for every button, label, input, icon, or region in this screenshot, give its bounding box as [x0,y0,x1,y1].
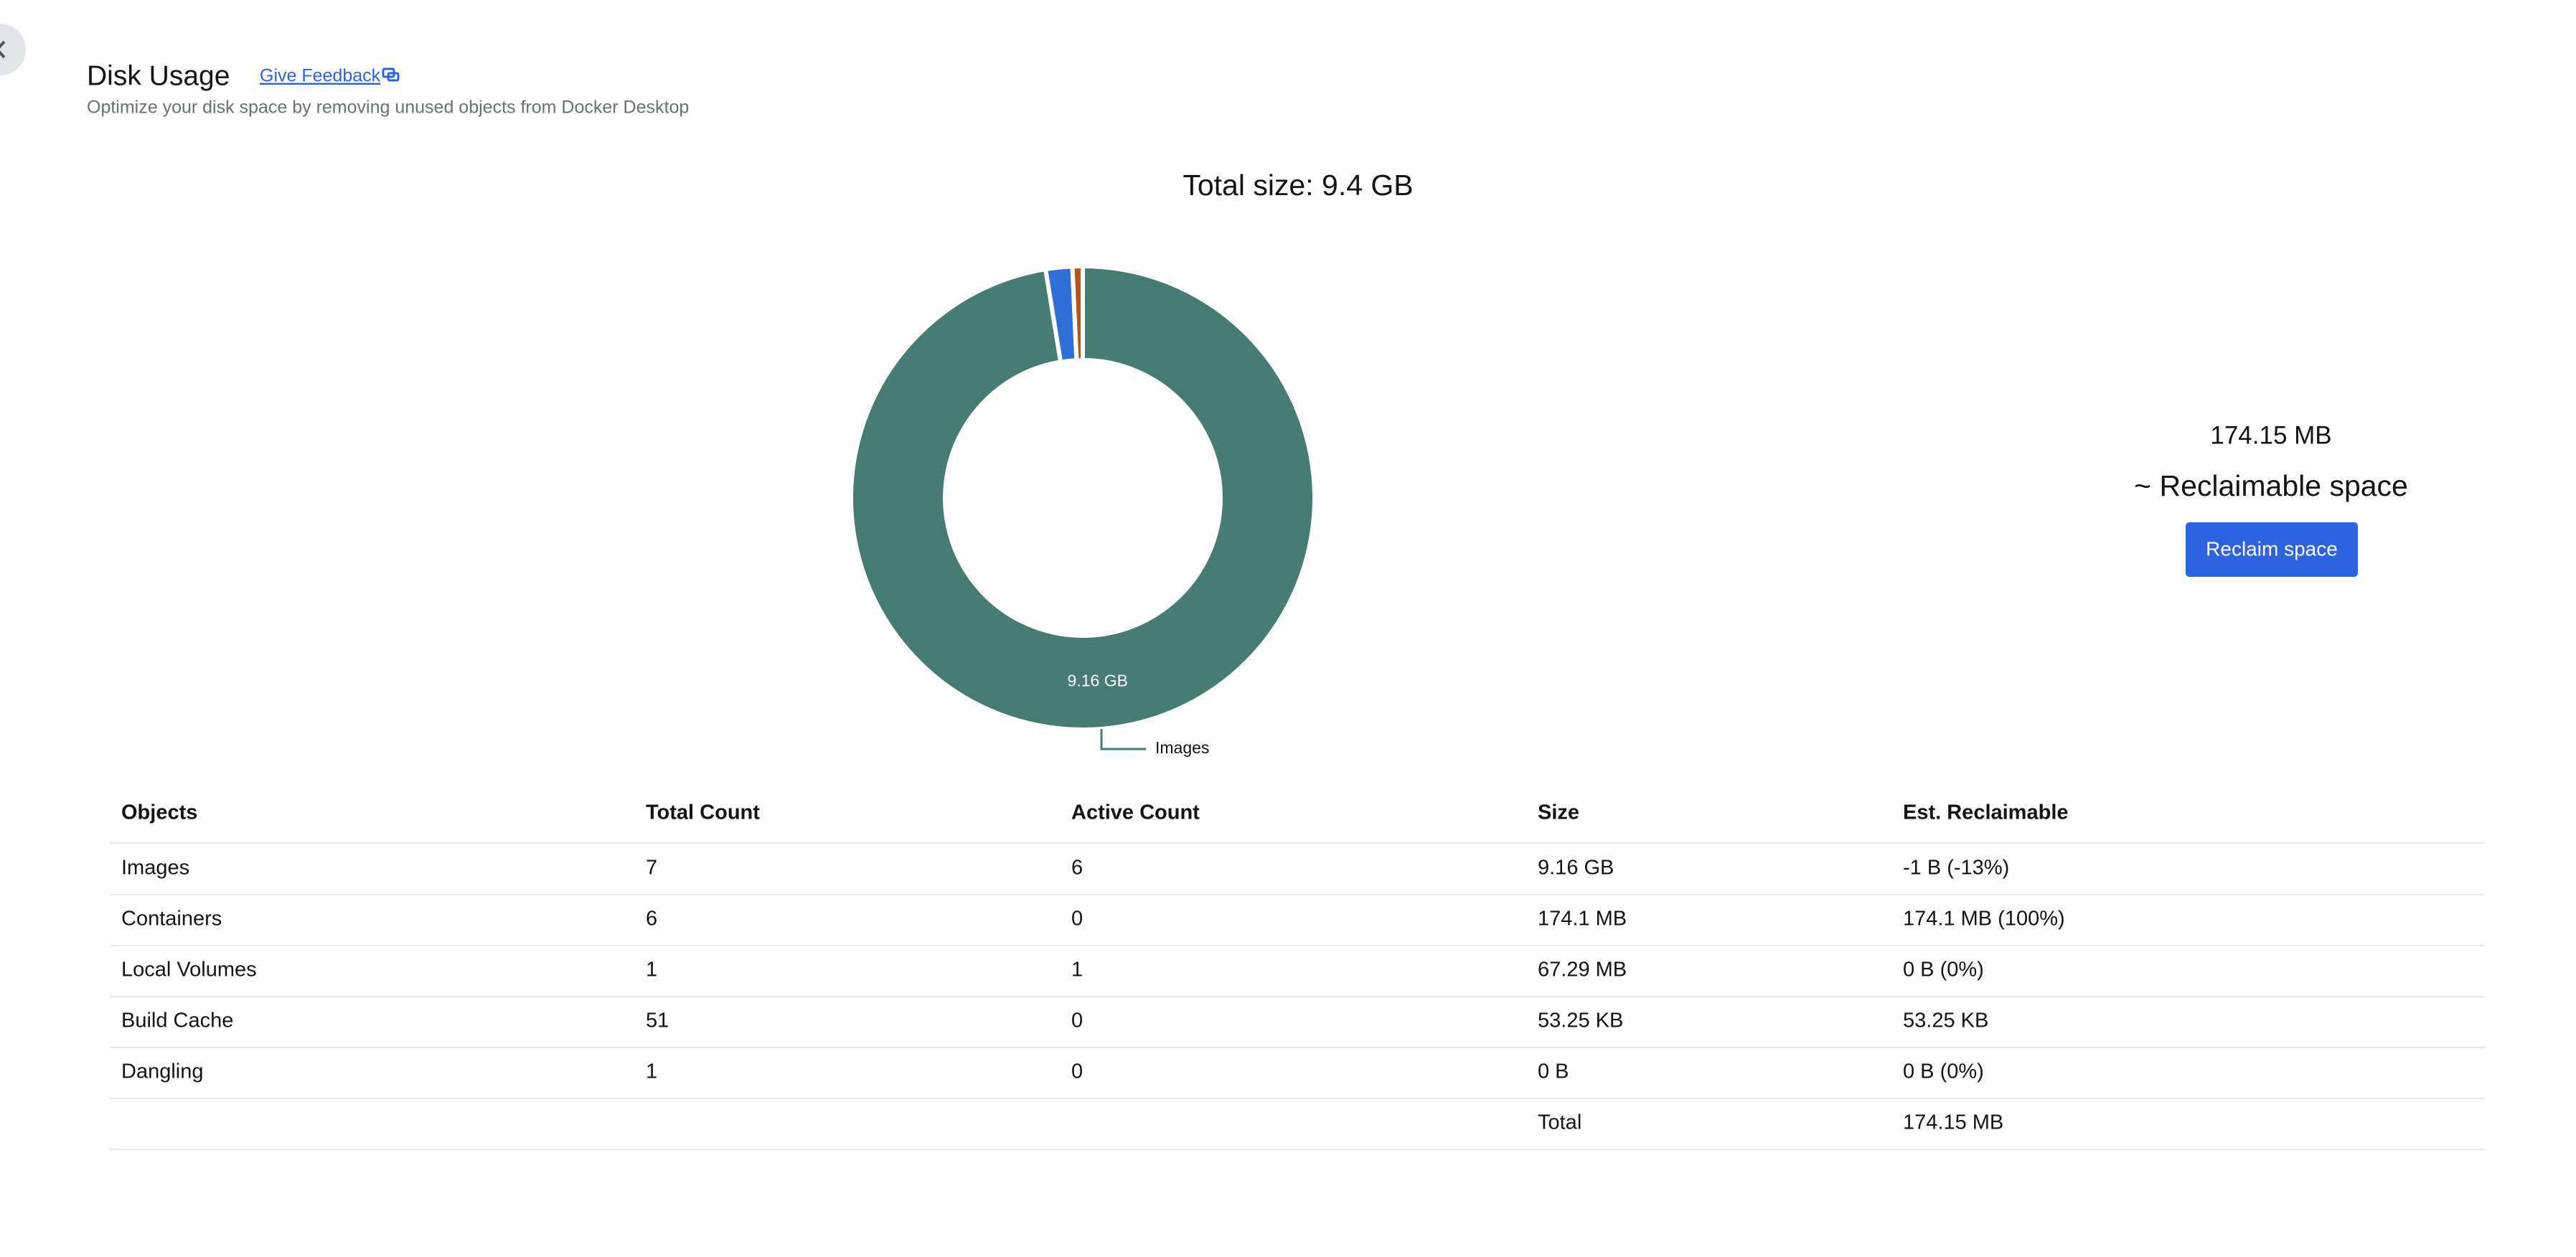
column-header: Active Count [1071,801,1200,824]
table-cell: 0 [1071,908,1083,931]
table-cell: 174.1 MB (100%) [1903,908,2065,931]
table-cell: 1 [1071,959,1083,981]
table-cell: 0 [1071,1060,1083,1083]
slice [849,263,1317,732]
table-cell: 7 [646,857,657,880]
table-cell: 0 B (0%) [1903,1060,1984,1083]
table-cell: Containers [121,908,222,931]
page-subtitle: Optimize your disk space by removing unu… [87,98,689,118]
feedback-icon [382,67,400,82]
column-header: Total Count [646,801,760,824]
table-cell: Dangling [121,1060,203,1083]
page-title: Disk Usage [87,60,230,91]
total-value: 174.15 MB [1903,1111,2003,1134]
table-cell: 67.29 MB [1538,959,1627,981]
reclaim-amount: 174.15 MB [2210,421,2331,449]
reclaim-label: ~ Reclaimable space [2134,469,2408,502]
chart-title: Total size: 9.4 GB [1183,169,1413,202]
table-cell: 6 [646,908,657,931]
column-header: Objects [121,801,197,824]
total-label: Total [1538,1111,1581,1134]
table-cell: 53.25 KB [1903,1009,1988,1032]
table-cell: 9.16 GB [1538,857,1614,880]
table-cell: 1 [646,1060,657,1083]
legend-label: Images [1155,738,1209,757]
table-cell: 0 B [1538,1060,1569,1083]
table-cell: 1 [646,959,657,981]
table-cell: 51 [646,1009,669,1032]
donut-chart: 9.16 GB Images [849,263,1317,757]
slice-label: 9.16 GB [1068,672,1128,690]
reclaim-button-label[interactable]: Reclaim space [2206,537,2338,560]
back-button[interactable] [0,24,26,75]
table: Objects Total Count Active Count Size Est. R… [110,801,2485,1150]
column-header: Size [1538,801,1579,824]
table-cell: Build Cache [121,1009,233,1032]
reclaim-button[interactable] [2186,522,2358,577]
table-cell: Local Volumes [121,959,257,981]
table-cell: 0 B (0%) [1903,959,1984,981]
table-cell: 6 [1071,857,1083,880]
back-icon [0,40,6,59]
column-header: Est. Reclaimable [1903,801,2069,824]
table-cell: -1 B (-13%) [1903,857,2009,880]
table-cell: 174.1 MB [1538,908,1627,931]
legend-callout [1100,728,1146,750]
table-cell: Images [121,857,189,880]
feedback-link[interactable]: Give Feedback [260,66,381,86]
table-cell: 0 [1071,1009,1083,1032]
table-cell: 53.25 KB [1538,1009,1623,1032]
